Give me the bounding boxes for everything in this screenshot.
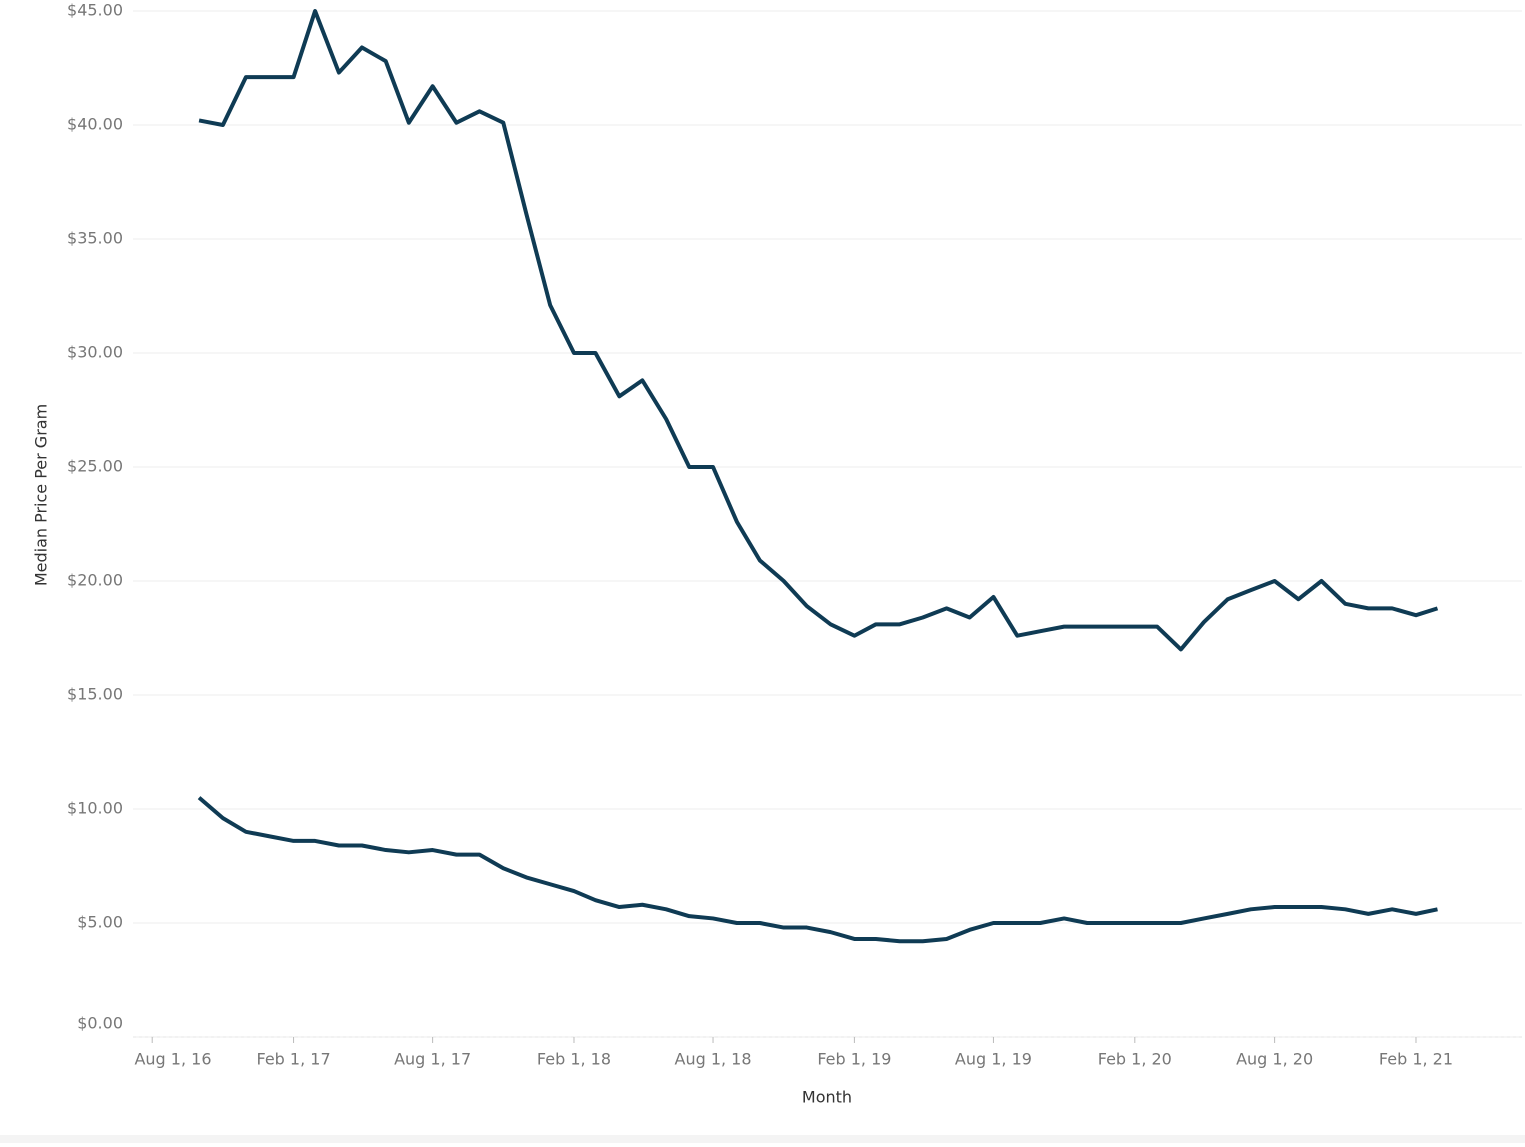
y-tick-label: $10.00: [67, 799, 123, 818]
y-tick-label: $30.00: [67, 343, 123, 362]
y-tick-label: $15.00: [67, 685, 123, 704]
y-tick-label: $25.00: [67, 457, 123, 476]
x-tick-label: Aug 1, 18: [675, 1050, 752, 1069]
y-axis-title: Median Price Per Gram: [32, 404, 51, 586]
x-tick-label: Aug 1, 20: [1236, 1050, 1313, 1069]
x-tick-label: Aug 1, 17: [394, 1050, 471, 1069]
x-tick-label: Feb 1, 21: [1379, 1050, 1453, 1069]
y-tick-label: $45.00: [67, 1, 123, 20]
y-tick-label: $5.00: [77, 913, 123, 932]
x-tick-label: Feb 1, 18: [537, 1050, 611, 1069]
x-tick-label: Aug 1, 16: [134, 1050, 211, 1069]
bottom-strip: [0, 1135, 1525, 1143]
series-line: [197, 796, 1438, 944]
x-axis-title: Month: [802, 1088, 852, 1107]
y-tick-label: $40.00: [67, 115, 123, 134]
y-tick-label: $0.00: [77, 1014, 123, 1033]
x-tick-label: Feb 1, 20: [1098, 1050, 1172, 1069]
x-tick-label: Feb 1, 19: [817, 1050, 891, 1069]
x-tick-label: Aug 1, 19: [955, 1050, 1032, 1069]
series-line: [198, 9, 1439, 652]
x-tick-label: Feb 1, 17: [257, 1050, 331, 1069]
y-tick-label: $20.00: [67, 571, 123, 590]
y-tick-label: $35.00: [67, 229, 123, 248]
